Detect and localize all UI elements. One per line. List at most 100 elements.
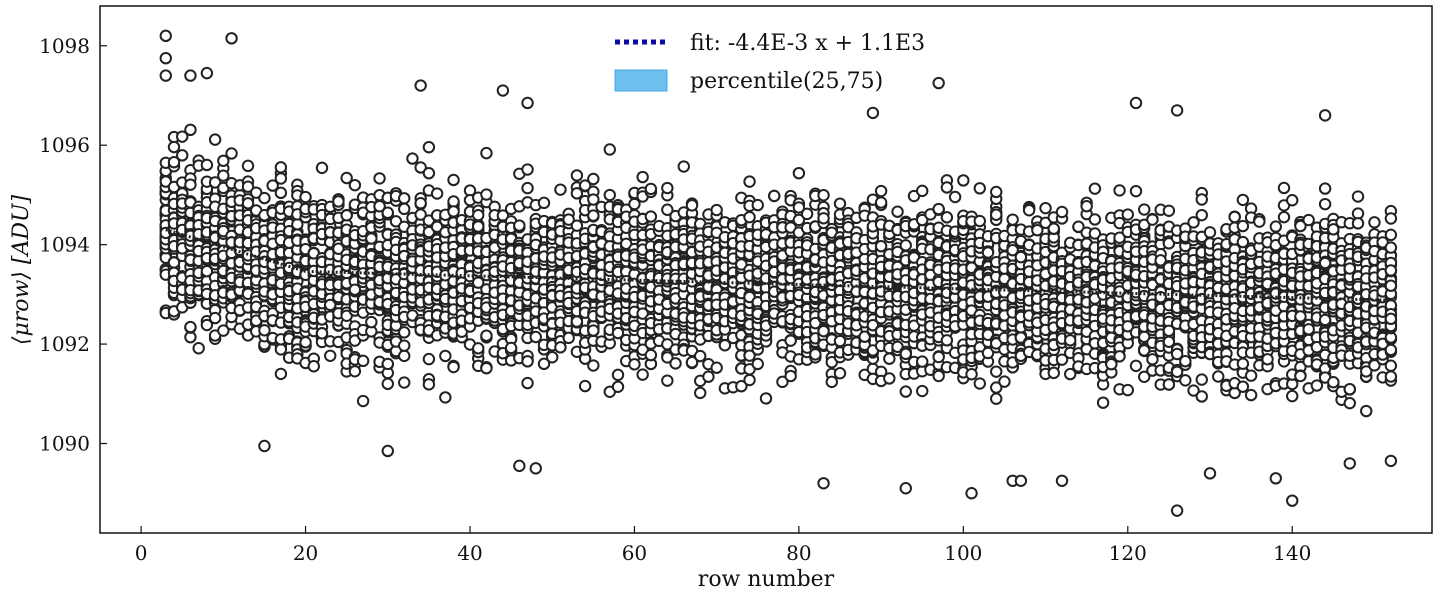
- data-point: [340, 209, 353, 222]
- data-point: [274, 161, 288, 174]
- data-point: [200, 265, 214, 278]
- data-point: [241, 159, 255, 173]
- data-point: [414, 197, 427, 210]
- data-point: [315, 161, 329, 175]
- data-point: [899, 385, 912, 398]
- data-point: [208, 133, 222, 146]
- data-point: [176, 130, 189, 143]
- data-point: [521, 376, 534, 390]
- data-point: [447, 360, 460, 374]
- data-point: [340, 171, 353, 185]
- data-point: [899, 347, 912, 361]
- data-point: [883, 372, 896, 385]
- data-point: [315, 327, 329, 340]
- data-point: [570, 169, 584, 182]
- data-point: [537, 196, 551, 210]
- data-point: [192, 342, 205, 355]
- data-point: [1179, 355, 1192, 368]
- data-point: [587, 359, 600, 372]
- data-point: [1146, 353, 1159, 366]
- data-point: [422, 352, 436, 366]
- data-point: [529, 330, 542, 344]
- data-point: [513, 219, 526, 232]
- data-point: [1113, 350, 1126, 363]
- data-point: [480, 329, 493, 342]
- data-point: [266, 179, 279, 192]
- data-point: [916, 184, 929, 198]
- data-point: [587, 209, 600, 222]
- data-point: [422, 140, 436, 154]
- data-point: [381, 357, 394, 371]
- data-point: [447, 205, 460, 218]
- data-point: [809, 348, 822, 361]
- data-point: [694, 386, 707, 400]
- data-point: [398, 326, 411, 339]
- data-point: [916, 355, 929, 368]
- data-point: [1121, 383, 1134, 397]
- data-point: [398, 339, 411, 352]
- data-point: [587, 172, 600, 186]
- data-point: [356, 394, 370, 408]
- data-point: [669, 357, 682, 370]
- data-point: [570, 315, 584, 328]
- data-point: [200, 318, 214, 332]
- data-point: [636, 170, 649, 184]
- data-point: [373, 172, 386, 185]
- data-point: [472, 342, 485, 355]
- data-point: [990, 185, 1003, 199]
- data-point: [743, 373, 756, 387]
- data-point: [348, 178, 362, 192]
- data-point: [554, 341, 567, 354]
- data-point: [406, 152, 419, 165]
- data-point: [981, 246, 995, 259]
- data-point: [644, 182, 658, 196]
- data-point: [225, 147, 238, 160]
- data-point: [1162, 378, 1176, 391]
- data-point: [948, 190, 962, 204]
- data-point: [874, 239, 888, 253]
- data-point: [1088, 213, 1102, 226]
- data-point: [1162, 204, 1176, 217]
- data-point: [480, 361, 493, 375]
- data-point: [1064, 334, 1077, 347]
- data-point: [480, 188, 493, 201]
- data-point: [611, 380, 625, 393]
- data-point: [1088, 182, 1102, 195]
- data-point: [258, 191, 271, 205]
- data-point: [167, 140, 181, 154]
- data-point: [356, 354, 370, 368]
- data-point: [1006, 213, 1019, 226]
- data-point: [258, 324, 271, 337]
- data-point: [1047, 222, 1060, 235]
- data-point: [167, 156, 181, 169]
- data-point: [332, 242, 345, 255]
- data-point: [472, 208, 485, 222]
- data-point: [554, 183, 567, 196]
- data-point: [973, 182, 986, 195]
- data-point: [365, 232, 378, 245]
- data-point: [274, 172, 288, 185]
- data-point: [677, 160, 690, 173]
- data-point: [521, 355, 534, 368]
- data-point: [365, 315, 378, 329]
- data-point: [504, 341, 518, 355]
- data-point: [710, 361, 723, 374]
- data-point: [348, 365, 362, 378]
- data-point: [1179, 374, 1192, 387]
- data-point: [587, 324, 600, 337]
- data-point: [990, 365, 1003, 378]
- data-point: [891, 205, 904, 218]
- data-point: [217, 324, 230, 337]
- data-point: [833, 367, 847, 380]
- data-point: [751, 198, 764, 212]
- data-point: [1096, 396, 1110, 409]
- data-point: [611, 368, 625, 382]
- data-point: [381, 206, 394, 219]
- data-point: [208, 311, 222, 325]
- data-point: [447, 173, 460, 187]
- data-point: [324, 349, 337, 362]
- data-point: [274, 367, 288, 381]
- data-point: [940, 211, 954, 224]
- data-point: [439, 349, 452, 363]
